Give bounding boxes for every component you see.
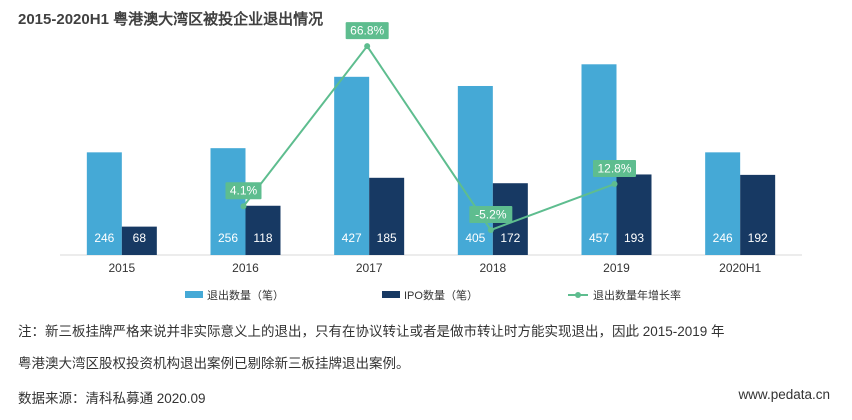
growth-label-box-2016 [225, 182, 262, 200]
data-label-exit-2018: 405 [465, 231, 485, 245]
legend-label-ipo: IPO数量（笔） [404, 288, 478, 302]
data-source: 数据来源：清科私募通 2020.09 [18, 391, 206, 406]
data-label-ipo-2020H1: 192 [748, 231, 768, 245]
website-link[interactable]: www.pedata.cn [738, 387, 830, 402]
legend-swatch-exit [185, 291, 203, 298]
bar-exit-2015 [86, 152, 122, 255]
growth-label-2018: -5.2% [475, 207, 507, 221]
x-tick-label-2015: 2015 [108, 261, 135, 275]
data-label-exit-2019: 457 [589, 231, 609, 245]
growth-label-2019: 12.8% [597, 162, 631, 176]
x-tick-label-2020H1: 2020H1 [719, 261, 761, 275]
x-tick-label-2018: 2018 [479, 261, 506, 275]
data-label-ipo-2016: 118 [253, 231, 272, 245]
bar-exit-2016 [210, 148, 246, 255]
data-label-exit-2015: 246 [94, 231, 114, 245]
growth-label-box-2017 [345, 22, 389, 40]
growth-point-2018 [487, 226, 494, 233]
bar-ipo-2015 [121, 226, 157, 255]
bar-ipo-2020H1 [740, 174, 776, 255]
x-tick-label-2017: 2017 [356, 261, 383, 275]
legend-label-exit: 退出数量（笔） [207, 288, 284, 302]
x-tick-label-2019: 2019 [603, 261, 630, 275]
chart-title: 2015-2020H1 粤港澳大湾区被投企业退出情况 [18, 11, 324, 28]
data-label-ipo-2015: 68 [133, 231, 147, 245]
growth-label-box-2019 [593, 160, 636, 178]
bar-ipo-2017 [369, 177, 405, 255]
data-label-exit-2016: 256 [218, 231, 238, 245]
bar-ipo-2016 [245, 205, 281, 255]
growth-label-box-2018 [469, 205, 513, 223]
x-tick-label-2016: 2016 [232, 261, 259, 275]
bar-ipo-2019 [616, 174, 652, 255]
bar-exit-2017 [334, 76, 370, 255]
growth-label-2016: 4.1% [230, 184, 258, 198]
bar-exit-2019 [581, 64, 617, 256]
legend-swatch-growth-marker [575, 292, 581, 298]
growth-point-2019 [611, 181, 618, 188]
growth-point-2016 [240, 203, 247, 210]
bar-exit-2020H1 [705, 152, 741, 255]
footnote-line-2: 粤港澳大湾区股权投资机构退出案例已剔除新三板挂牌退出案例。 [18, 356, 410, 371]
growth-point-2017 [364, 43, 371, 50]
chart-area: 246 68 2015 256 118 2016 427 185 2017 405 172 2018 4… [60, 22, 802, 302]
data-label-ipo-2017: 185 [377, 231, 397, 245]
growth-line [242, 44, 615, 232]
bar-exit-2018 [457, 85, 493, 255]
growth-label-2017: 66.8% [350, 24, 384, 38]
data-label-exit-2017: 427 [342, 231, 362, 245]
data-label-exit-2020H1: 246 [713, 231, 733, 245]
data-label-ipo-2019: 193 [624, 231, 644, 245]
footnote-line-1: 注：新三板挂牌严格来说并非实际意义上的退出，只有在协议转让或者是做市转让时方能实… [18, 324, 725, 339]
data-label-ipo-2018: 172 [500, 231, 520, 245]
legend-label-growth: 退出数量年增长率 [593, 288, 681, 302]
legend-swatch-ipo [382, 291, 400, 298]
